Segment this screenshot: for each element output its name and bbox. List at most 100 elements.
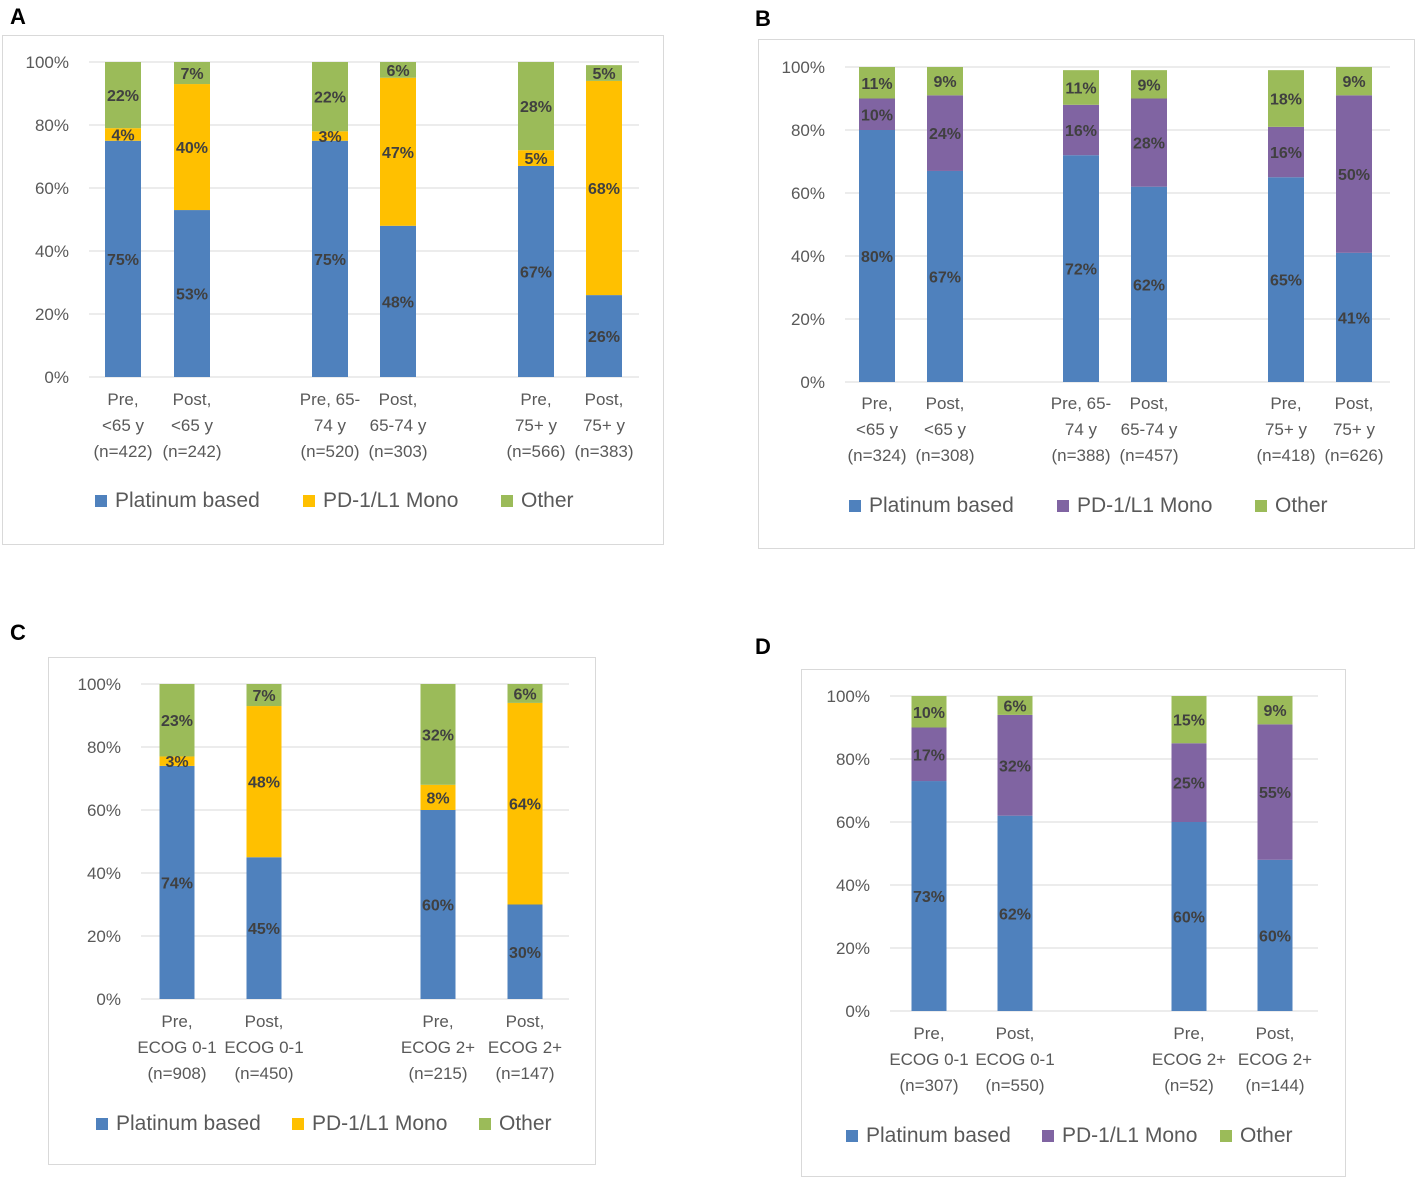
- y-tick-label-b-3: 60%: [791, 184, 825, 203]
- bar-b-0-2: [859, 67, 895, 99]
- legend-swatch-b-0: [849, 500, 861, 512]
- data-label-a-0-2: 22%: [107, 88, 139, 105]
- panel-letter-d: D: [755, 634, 771, 659]
- bar-b-0-1: [859, 98, 895, 130]
- bar-c-2-1: [420, 784, 456, 810]
- data-label-b-1-1: 24%: [929, 126, 961, 143]
- y-tick-label-b-0: 0%: [800, 373, 825, 392]
- bar-a-1-2: [174, 62, 210, 85]
- data-label-b-4-1: 16%: [1270, 145, 1302, 162]
- data-label-c-1-1: 48%: [248, 775, 280, 792]
- legend-swatch-b-2: [1255, 500, 1267, 512]
- data-label-d-3-1: 55%: [1259, 785, 1291, 802]
- category-label-d-0: Pre, ECOG 0-1 (n=307): [889, 1024, 968, 1095]
- data-label-c-3-2: 6%: [513, 686, 536, 703]
- data-label-b-5-0: 41%: [1338, 310, 1370, 327]
- y-tick-label-a-1: 20%: [35, 305, 69, 324]
- bar-b-1-0: [927, 170, 963, 382]
- bar-b-5-1: [1336, 95, 1372, 253]
- bar-c-2-0: [420, 810, 456, 999]
- bar-a-2-1: [312, 131, 348, 141]
- bar-b-2-1: [1063, 104, 1099, 156]
- legend-label-a-2: Other: [521, 489, 574, 512]
- legend-label-a-0: Platinum based: [115, 489, 260, 512]
- chart-panel-d: 0% 20% 40% 60% 80% 100% 73% 17% 10% Pre, ECOG 0-1(…: [801, 669, 1346, 1177]
- category-label-c-0: Pre, ECOG 0-1 (n=908): [137, 1012, 216, 1083]
- data-label-d-1-0: 62%: [999, 906, 1031, 923]
- category-label-b-5: Post, 75+ y (n=626): [1324, 394, 1383, 465]
- data-label-d-0-0: 73%: [913, 889, 945, 906]
- category-label-b-2: Pre, 65-74 y (n=388): [1051, 394, 1111, 465]
- data-label-b-2-2: 11%: [1065, 80, 1096, 97]
- bar-a-1-0: [174, 210, 210, 377]
- bar-d-3-0: [1257, 859, 1293, 1011]
- bar-a-4-1: [518, 150, 554, 166]
- category-label-a-5: Post, 75+ y (n=383): [574, 390, 633, 461]
- bar-b-4-0: [1268, 177, 1304, 382]
- legend-label-d-2: Other: [1240, 1124, 1293, 1147]
- data-label-c-3-0: 30%: [509, 945, 541, 962]
- bar-d-0-1: [911, 727, 947, 782]
- y-tick-label-b-4: 80%: [791, 121, 825, 140]
- chart-b: 0% 20% 40% 60% 80% 100% 80% 10% 11% Pre, <65 y (n=3…: [782, 58, 1390, 517]
- y-tick-label-c-2: 40%: [87, 864, 121, 883]
- data-label-a-0-0: 75%: [107, 252, 139, 269]
- data-label-c-2-0: 60%: [422, 898, 454, 915]
- category-label-a-1: Post, <65 y (n=242): [162, 390, 221, 461]
- bar-d-2-2: [1171, 696, 1207, 744]
- data-label-a-3-1: 47%: [382, 145, 414, 162]
- data-label-b-3-2: 9%: [1137, 77, 1160, 94]
- bar-a-1-1: [174, 84, 210, 211]
- panel-letter-a: A: [10, 4, 26, 29]
- category-label-c-3: Post, ECOG 2+ (n=147): [488, 1012, 562, 1083]
- legend-swatch-c-1: [292, 1118, 304, 1130]
- legend-swatch-d-0: [846, 1130, 858, 1142]
- category-label-b-4: Pre, 75+ y (n=418): [1256, 394, 1315, 465]
- legend-swatch-a-0: [95, 495, 107, 507]
- y-tick-label-d-3: 60%: [836, 813, 870, 832]
- data-label-d-2-0: 60%: [1173, 910, 1205, 927]
- data-label-a-5-0: 26%: [588, 329, 620, 346]
- data-label-c-2-1: 8%: [426, 790, 449, 807]
- data-label-c-0-1: 3%: [165, 754, 188, 771]
- data-label-d-0-1: 17%: [913, 747, 945, 764]
- data-label-a-2-2: 22%: [314, 90, 346, 107]
- bar-b-2-0: [1063, 155, 1099, 382]
- category-label-b-3: Post, 65-74 y (n=457): [1119, 394, 1178, 465]
- legend-swatch-a-2: [501, 495, 513, 507]
- data-label-b-5-2: 9%: [1342, 74, 1365, 91]
- y-tick-label-d-4: 80%: [836, 750, 870, 769]
- data-label-a-5-2: 5%: [592, 66, 615, 83]
- data-label-a-5-1: 68%: [588, 181, 620, 198]
- bar-a-3-2: [380, 62, 416, 78]
- legend-label-b-2: Other: [1275, 494, 1328, 517]
- bar-b-4-1: [1268, 126, 1304, 178]
- category-label-d-1: Post, ECOG 0-1 (n=550): [975, 1024, 1054, 1095]
- legend-label-c-2: Other: [499, 1112, 552, 1135]
- bar-d-1-2: [997, 696, 1033, 715]
- data-label-a-3-0: 48%: [382, 294, 414, 311]
- y-tick-label-a-4: 80%: [35, 116, 69, 135]
- chart-c: 0% 20% 40% 60% 80% 100% 74% 3% 23% Pre, ECOG 0-1 (n…: [78, 675, 569, 1135]
- legend-swatch-d-1: [1042, 1130, 1054, 1142]
- y-tick-label-a-2: 40%: [35, 242, 69, 261]
- bar-b-3-1: [1131, 98, 1167, 187]
- category-label-a-3: Post, 65-74 y (n=303): [368, 390, 427, 461]
- chart-d: 0% 20% 40% 60% 80% 100% 73% 17% 10% Pre, ECOG 0-1(…: [827, 687, 1318, 1147]
- y-tick-label-c-4: 80%: [87, 738, 121, 757]
- bar-c-1-1: [246, 706, 282, 858]
- bar-b-5-2: [1336, 67, 1372, 96]
- data-label-d-3-0: 60%: [1259, 928, 1291, 945]
- bar-d-0-0: [911, 781, 947, 1011]
- bar-c-1-0: [246, 857, 282, 999]
- panel-letter-b: B: [755, 6, 771, 31]
- y-tick-label-c-1: 20%: [87, 927, 121, 946]
- data-label-d-3-2: 9%: [1263, 703, 1286, 720]
- bar-c-0-2: [159, 684, 195, 757]
- legend-label-b-0: Platinum based: [869, 494, 1014, 517]
- legend-label-c-1: PD-1/L1 Mono: [312, 1112, 447, 1135]
- data-label-a-1-0: 53%: [176, 287, 208, 304]
- bar-b-3-2: [1131, 70, 1167, 99]
- y-tick-label-d-5: 100%: [827, 687, 870, 706]
- legend-swatch-d-2: [1220, 1130, 1232, 1142]
